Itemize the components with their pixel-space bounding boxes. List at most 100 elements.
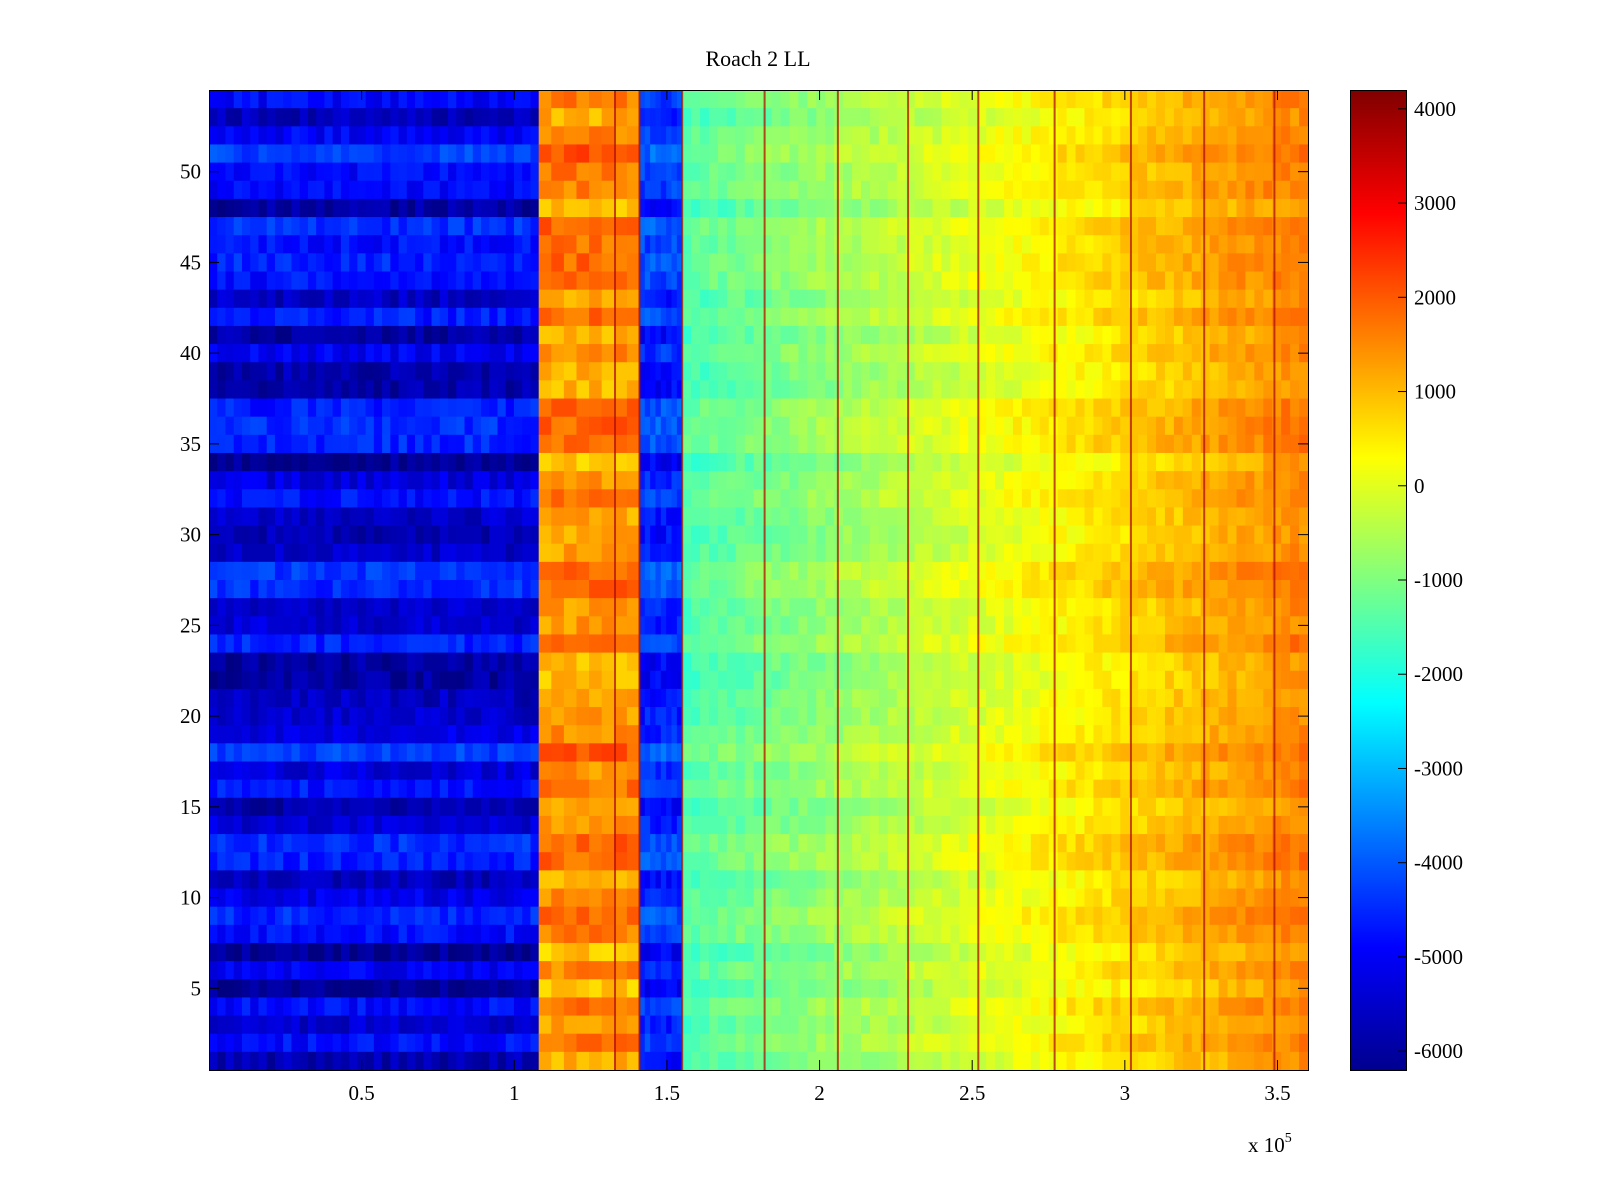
heatmap-cell bbox=[274, 344, 284, 363]
heatmap-cell bbox=[744, 90, 755, 109]
heatmap-cell bbox=[816, 725, 826, 744]
heatmap-cell bbox=[887, 1015, 898, 1035]
heatmap-cell bbox=[655, 670, 662, 690]
heatmap-cell bbox=[390, 144, 400, 164]
heatmap-cell bbox=[563, 108, 578, 127]
heatmap-cell bbox=[258, 888, 268, 908]
heatmap-cell bbox=[530, 979, 540, 999]
heatmap-cell bbox=[671, 1033, 678, 1053]
heatmap-cell bbox=[726, 1051, 737, 1071]
heatmap-cell bbox=[771, 942, 782, 962]
heatmap-cell bbox=[439, 452, 449, 472]
heatmap-cell bbox=[744, 144, 755, 164]
heatmap-cell bbox=[896, 235, 907, 254]
heatmap-cell bbox=[753, 235, 764, 254]
heatmap-cell bbox=[717, 253, 728, 273]
heatmap-cell bbox=[225, 834, 235, 853]
heatmap-cell bbox=[489, 652, 499, 672]
heatmap-cell bbox=[878, 888, 889, 908]
heatmap-cell bbox=[655, 652, 662, 672]
heatmap-cell bbox=[513, 398, 523, 418]
heatmap-cell bbox=[497, 325, 507, 345]
heatmap-cell bbox=[968, 942, 978, 962]
heatmap-cell bbox=[332, 307, 342, 327]
heatmap-cell bbox=[914, 344, 925, 363]
heatmap-cell bbox=[576, 834, 590, 853]
heatmap-cell bbox=[639, 688, 646, 708]
heatmap-cell bbox=[209, 924, 218, 944]
heatmap-cell bbox=[209, 271, 218, 291]
heatmap-cell bbox=[825, 525, 835, 545]
heatmap-cell bbox=[316, 471, 325, 490]
heatmap-cell bbox=[676, 489, 683, 509]
heatmap-cell bbox=[324, 398, 334, 418]
heatmap-cell bbox=[241, 416, 251, 436]
heatmap-cell bbox=[644, 961, 651, 980]
heatmap-cell bbox=[250, 525, 260, 545]
heatmap-cell bbox=[324, 797, 334, 817]
heatmap-cell bbox=[986, 253, 996, 273]
heatmap-cell bbox=[373, 217, 383, 236]
heatmap-cell bbox=[464, 543, 474, 563]
heatmap-cell bbox=[614, 906, 628, 926]
heatmap-cell bbox=[373, 707, 383, 726]
heatmap-cell bbox=[666, 598, 673, 617]
heatmap-cell bbox=[995, 380, 1005, 400]
heatmap-cell bbox=[660, 888, 667, 908]
heatmap-cell bbox=[676, 942, 683, 962]
heatmap-cell bbox=[299, 906, 309, 926]
heatmap-cell bbox=[505, 561, 515, 581]
heatmap-cell bbox=[762, 561, 773, 581]
heatmap-cell bbox=[472, 1033, 482, 1053]
heatmap-cell bbox=[735, 979, 746, 999]
heatmap-cell bbox=[423, 434, 433, 454]
heatmap-cell bbox=[291, 652, 301, 672]
heatmap-cell bbox=[601, 217, 615, 236]
heatmap-cell bbox=[448, 906, 457, 926]
heatmap-cell bbox=[307, 652, 317, 672]
heatmap-cell bbox=[860, 580, 871, 599]
heatmap-cell bbox=[505, 90, 515, 109]
heatmap-cell bbox=[666, 525, 673, 545]
heatmap-cell bbox=[456, 489, 466, 509]
heatmap-cell bbox=[709, 380, 719, 400]
heatmap-cell bbox=[676, 815, 683, 835]
heatmap-cell bbox=[682, 471, 692, 490]
heatmap-cell bbox=[522, 924, 532, 944]
heatmap-cell bbox=[274, 1051, 284, 1071]
heatmap-cell bbox=[373, 997, 383, 1017]
heatmap-cell bbox=[563, 471, 578, 490]
heatmap-cell bbox=[660, 997, 667, 1017]
heatmap-cell bbox=[744, 1015, 755, 1035]
heatmap-cell bbox=[905, 543, 916, 563]
heatmap-cell bbox=[307, 452, 317, 472]
heatmap-cell bbox=[744, 670, 755, 690]
heatmap-cell bbox=[950, 1051, 960, 1071]
heatmap-cell bbox=[700, 1033, 710, 1053]
heatmap-cell bbox=[968, 834, 978, 853]
heatmap-cell bbox=[456, 580, 466, 599]
heatmap-cell bbox=[299, 834, 309, 853]
heatmap-cell bbox=[415, 725, 424, 744]
heatmap-cell bbox=[977, 779, 987, 799]
heatmap-cell bbox=[439, 961, 449, 980]
heatmap-cell bbox=[316, 1051, 325, 1071]
heatmap-cell bbox=[324, 198, 334, 218]
heatmap-cell bbox=[415, 471, 424, 490]
heatmap-cell bbox=[340, 144, 350, 164]
heatmap-cell bbox=[563, 434, 578, 454]
heatmap-cell bbox=[291, 761, 301, 781]
heatmap-cell bbox=[869, 616, 880, 636]
heatmap-cell bbox=[691, 852, 701, 871]
heatmap-cell bbox=[986, 561, 996, 581]
heatmap-cell bbox=[878, 852, 889, 871]
heatmap-cell bbox=[887, 580, 898, 599]
heatmap-cell bbox=[456, 434, 466, 454]
heatmap-cell bbox=[1004, 144, 1014, 164]
heatmap-cell bbox=[860, 598, 871, 617]
heatmap-cell bbox=[941, 1051, 951, 1071]
heatmap-cell bbox=[717, 779, 728, 799]
heatmap-cell bbox=[896, 961, 907, 980]
heatmap-cell bbox=[660, 325, 667, 345]
heatmap-cell bbox=[299, 561, 309, 581]
